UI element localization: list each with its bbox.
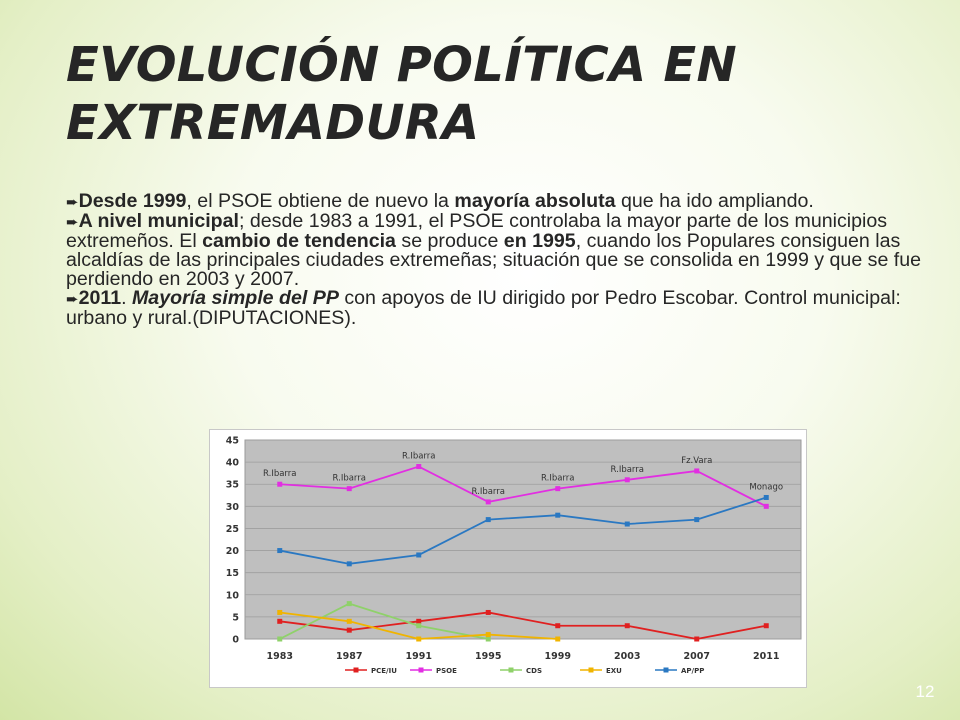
data-point — [346, 486, 352, 492]
text-run: , el PSOE obtiene de nuevo la — [186, 190, 455, 212]
annotation-label: R.Ibarra — [402, 452, 435, 462]
data-point — [694, 517, 700, 523]
data-point — [485, 632, 491, 638]
data-point — [555, 636, 561, 642]
data-point — [624, 521, 630, 527]
data-point — [416, 464, 422, 470]
y-tick-label: 30 — [226, 502, 240, 513]
y-tick-label: 15 — [226, 568, 239, 579]
data-point — [416, 636, 422, 642]
data-point — [277, 618, 283, 624]
legend-label: PCE/IU — [371, 667, 397, 675]
data-point — [555, 623, 561, 629]
data-point — [763, 623, 769, 629]
data-point — [346, 618, 352, 624]
legend-marker — [418, 667, 424, 673]
series-line-ap-pp — [279, 496, 767, 565]
text-run: mayoría absoluta — [454, 190, 616, 212]
text-run: que ha ido ampliando. — [615, 190, 814, 212]
annotation-label: Monago — [749, 482, 783, 492]
x-tick-label: 1987 — [336, 651, 362, 662]
y-tick-label: 45 — [226, 436, 239, 447]
text-run: en 1995 — [503, 230, 576, 252]
x-tick-label: 2011 — [753, 651, 779, 662]
data-point — [277, 548, 283, 554]
data-point — [485, 636, 491, 642]
legend-marker — [588, 667, 594, 673]
legend-label: EXU — [606, 667, 622, 675]
annotation-label: R.Ibarra — [472, 487, 505, 497]
text-run: , cuando los Populares consiguen las alc… — [66, 230, 922, 290]
y-tick-label: 10 — [226, 590, 240, 601]
annotation-label: Fz.Vara — [681, 456, 712, 466]
legend-label: AP/PP — [681, 667, 704, 675]
series-line-cds — [279, 602, 489, 640]
data-point — [763, 503, 769, 509]
legend-marker — [663, 667, 669, 673]
y-tick-label: 35 — [226, 480, 239, 491]
x-tick-label: 2003 — [614, 651, 640, 662]
data-point — [555, 512, 561, 518]
data-point — [277, 636, 283, 642]
legend-label: CDS — [526, 667, 542, 675]
annotation-label: R.Ibarra — [541, 474, 574, 484]
text-run: 2011 — [78, 287, 122, 309]
data-point — [416, 623, 422, 629]
x-tick-label: 1995 — [475, 651, 501, 662]
data-point — [624, 477, 630, 483]
text-run: A nivel municipal — [78, 210, 239, 232]
data-point — [346, 561, 352, 567]
x-tick-label: 1999 — [545, 651, 571, 662]
data-point — [346, 601, 352, 607]
series-line-pce-iu — [279, 611, 767, 640]
text-run: se produce — [395, 230, 504, 252]
data-point — [624, 623, 630, 629]
plot-area — [244, 439, 802, 640]
data-point — [277, 481, 283, 487]
data-point — [694, 636, 700, 642]
data-point — [416, 552, 422, 558]
data-point — [485, 517, 491, 523]
data-point — [416, 618, 422, 624]
data-point — [763, 494, 769, 500]
data-point — [555, 486, 561, 492]
bullet-paragraph: ➨2011. Mayoría simple del PP con apoyos … — [66, 287, 926, 329]
arrow-bullet-icon: ➨ — [66, 291, 79, 308]
series-line-psoe — [279, 465, 767, 508]
data-point — [485, 499, 491, 505]
line-chart: 0 5 10 15 20 25 30 35 40 45 1983 1987 1991 1995 1999 20… — [226, 436, 802, 675]
legend-marker — [353, 667, 359, 673]
arrow-bullet-icon: ➨ — [66, 214, 79, 231]
slide-body: ➨Desde 1999, el PSOE obtiene de nuevo la… — [66, 190, 926, 329]
slide-title: EVOLUCIÓN POLÍTICA EN EXTREMADURA — [66, 37, 737, 151]
text-run: Desde 1999 — [78, 190, 187, 212]
chart-container: 0 5 10 15 20 25 30 35 40 45 1983 1987 1991 1995 1999 20… — [209, 429, 807, 688]
arrow-bullet-icon: ➨ — [66, 194, 79, 211]
x-tick-label: 1991 — [406, 651, 432, 662]
bullet-paragraph: ➨Desde 1999, el PSOE obtiene de nuevo la… — [66, 190, 926, 212]
x-tick-label: 1983 — [267, 651, 293, 662]
y-tick-label: 40 — [226, 458, 240, 469]
text-run: ; desde 1983 a 1991, el PSOE controlaba … — [66, 210, 888, 252]
data-point — [277, 609, 283, 615]
bullet-paragraph: ➨A nivel municipal; desde 1983 a 1991, e… — [66, 210, 926, 290]
x-tick-label: 2007 — [684, 651, 710, 662]
text-run: con apoyos de IU dirigido por Pedro Esco… — [66, 287, 901, 329]
y-tick-label: 25 — [226, 524, 239, 535]
data-point — [485, 609, 491, 615]
legend-label: PSOE — [436, 667, 457, 675]
text-run: . — [121, 287, 132, 309]
annotation-label: R.Ibarra — [611, 465, 644, 475]
text-run: cambio de tendencia — [202, 230, 396, 252]
y-tick-label: 0 — [232, 635, 239, 646]
data-point — [346, 627, 352, 633]
y-tick-label: 20 — [226, 546, 240, 557]
text-run: Mayoría simple del PP — [131, 287, 339, 309]
data-point — [694, 468, 700, 474]
page-number: 12 — [915, 682, 935, 701]
y-tick-label: 5 — [232, 612, 239, 623]
legend-marker — [508, 667, 514, 673]
annotation-label: R.Ibarra — [333, 474, 366, 484]
annotation-label: R.Ibarra — [263, 469, 296, 479]
